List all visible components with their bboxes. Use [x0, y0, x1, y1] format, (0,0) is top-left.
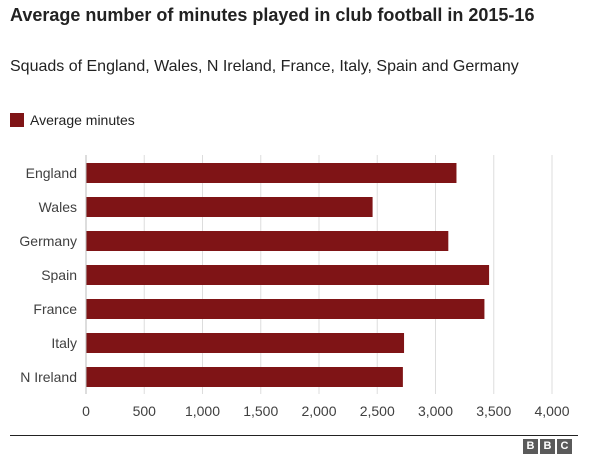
logo-letter: B — [540, 439, 555, 454]
bar — [86, 299, 485, 319]
logo-letter: B — [523, 439, 538, 454]
category-label: N Ireland — [20, 369, 77, 385]
bbc-logo: B B C — [523, 439, 572, 454]
legend-swatch — [10, 113, 24, 127]
category-labels: England Wales Germany Spain France Italy N Ire… — [19, 165, 77, 385]
bar — [86, 163, 457, 183]
category-label: Germany — [19, 233, 77, 249]
bar — [86, 333, 405, 353]
chart-subtitle: Squads of England, Wales, N Ireland, Fra… — [10, 58, 519, 75]
category-label: Wales — [39, 199, 77, 215]
bars — [86, 163, 490, 387]
category-label: Spain — [41, 267, 77, 283]
x-tick-label: 1,000 — [185, 403, 220, 419]
bar — [86, 231, 449, 251]
legend: Average minutes — [10, 112, 135, 128]
x-tick-label: 1,500 — [243, 403, 278, 419]
logo-letter: C — [557, 439, 572, 454]
x-tick-label: 2,500 — [360, 403, 395, 419]
footer-rule — [10, 435, 578, 436]
x-tick-label: 0 — [82, 403, 90, 419]
tick-labels: 0 500 1,000 1,500 2,000 2,500 3,000 3,500 4,000 — [82, 403, 570, 419]
x-tick-label: 3,000 — [418, 403, 453, 419]
chart-title: Average number of minutes played in club… — [10, 5, 535, 25]
x-tick-label: 2,000 — [301, 403, 336, 419]
category-label: France — [33, 301, 77, 317]
category-label: Italy — [51, 335, 77, 351]
x-tick-label: 3,500 — [476, 403, 511, 419]
category-label: England — [26, 165, 77, 181]
bar — [86, 197, 373, 217]
bar — [86, 265, 490, 285]
bar — [86, 367, 403, 387]
legend-label: Average minutes — [30, 112, 135, 128]
x-tick-label: 4,000 — [534, 403, 569, 419]
x-tick-label: 500 — [133, 403, 157, 419]
